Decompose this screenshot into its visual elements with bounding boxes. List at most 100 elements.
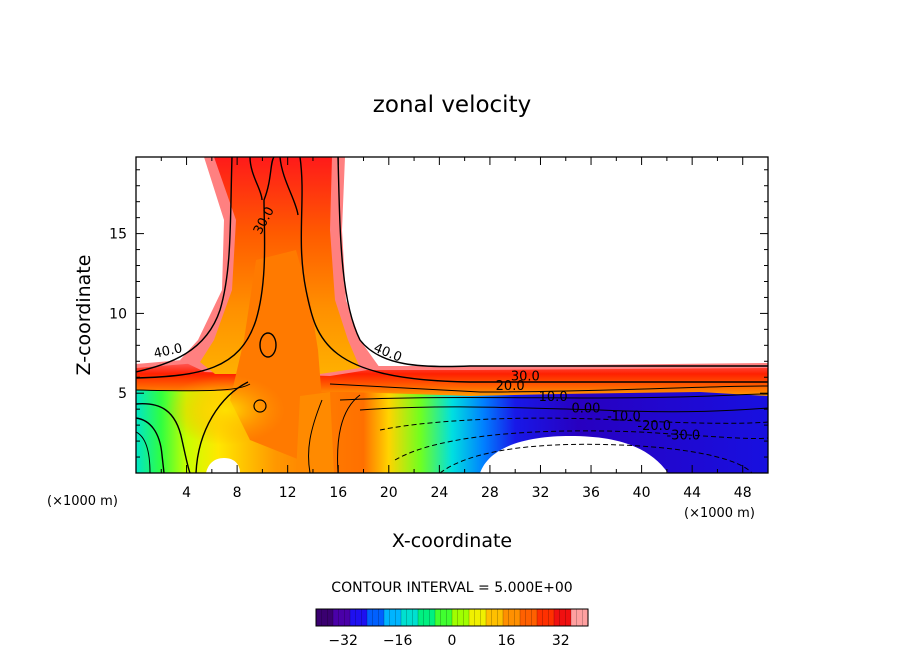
colorbar-swatch — [361, 609, 368, 626]
contour-line-10 — [339, 393, 768, 401]
central-stem — [296, 392, 334, 473]
colorbar — [315, 608, 589, 627]
x-axis-units: (×1000 m) — [684, 506, 755, 521]
colorbar-tick-label: 16 — [497, 633, 515, 649]
y-tick-label: 10 — [109, 306, 127, 322]
contour-label: -20.0 — [637, 419, 671, 434]
x-tick-label: 28 — [481, 485, 499, 501]
contour-line-30-band — [136, 157, 275, 379]
colorbar-tick-label: −16 — [383, 633, 413, 649]
colorbar-swatch — [327, 609, 334, 626]
contour-line-neg20 — [394, 430, 768, 461]
colorbar-swatch — [440, 609, 447, 626]
colorbar-swatch — [333, 609, 340, 626]
colorbar-swatch — [395, 609, 402, 626]
colorbar-swatch — [452, 609, 459, 626]
contour-label: 30.0 — [511, 369, 540, 384]
x-tick-label: 16 — [329, 485, 347, 501]
colorbar-swatch — [503, 609, 510, 626]
contour-lines — [136, 157, 768, 473]
x-axis-ticks: 4 8 12 16 20 24 28 32 36 40 44 48 — [160, 157, 752, 501]
colorbar-swatch — [446, 609, 453, 626]
colorbar-swatch — [378, 609, 385, 626]
colorbar-tick-label: 32 — [552, 633, 570, 649]
colorbar-tick-label: 0 — [448, 633, 457, 649]
contour-line-20-band — [136, 383, 768, 393]
contour-label: -30.0 — [666, 428, 700, 443]
colorbar-swatch — [576, 609, 583, 626]
colorbar-swatch — [316, 609, 323, 626]
colorbar-swatch — [367, 609, 374, 626]
contour-line-column-outer — [249, 157, 299, 216]
contour-line-inner-stem — [308, 394, 361, 473]
contour-line-left-neg — [136, 431, 151, 473]
colorbar-swatch — [548, 609, 555, 626]
contour-line-left-10 — [136, 403, 191, 473]
colorbar-swatch — [429, 609, 436, 626]
colorbar-swatch — [491, 609, 498, 626]
contour-line-30-col — [299, 157, 768, 383]
colorbar-swatch — [406, 609, 413, 626]
contour-label: 0.00 — [572, 401, 601, 416]
colorbar-frame — [315, 608, 589, 627]
contour-label: 20.0 — [496, 379, 525, 394]
contour-loop-small — [253, 399, 267, 413]
contour-line-neg10 — [379, 417, 768, 431]
colorbar-swatch — [571, 609, 578, 626]
colorbar-swatch — [350, 609, 357, 626]
colorbar-swatch — [372, 609, 379, 626]
colorbar-swatch — [537, 609, 544, 626]
x-tick-label: 44 — [683, 485, 701, 501]
x-tick-label: 8 — [233, 485, 242, 501]
contour-line-left-0 — [136, 417, 165, 473]
x-tick-label: 4 — [182, 485, 191, 501]
colorbar-swatch — [435, 609, 442, 626]
x-tick-label: 48 — [734, 485, 752, 501]
x-tick-label: 12 — [279, 485, 297, 501]
colorbar-swatch — [389, 609, 396, 626]
x-tick-label: 36 — [582, 485, 600, 501]
yellow-pool — [165, 375, 285, 445]
colorbar-swatch — [531, 609, 538, 626]
y-tick-label: 5 — [118, 386, 127, 402]
contour-loop-eye — [259, 332, 277, 358]
colorbar-swatch — [418, 609, 425, 626]
colorbar-swatch — [582, 609, 589, 626]
colorbar-swatch — [401, 609, 408, 626]
contour-label: 40.0 — [371, 341, 403, 366]
colorbar-swatch — [412, 609, 419, 626]
plot-frame — [135, 156, 769, 474]
empty-gap — [206, 458, 240, 473]
colorbar-swatch — [423, 609, 430, 626]
contour-line-inner-left — [195, 381, 249, 473]
chart-title: zonal velocity — [373, 92, 531, 118]
colorbar-tick-label: −32 — [328, 633, 358, 649]
contour-label: 40.0 — [152, 341, 183, 362]
contour-line-40-right — [337, 157, 768, 368]
contour-label: 10.0 — [539, 390, 568, 405]
x-tick-label: 20 — [380, 485, 398, 501]
colorbar-swatch — [554, 609, 561, 626]
colorbar-swatch — [486, 609, 493, 626]
y-axis-units: (×1000 m) — [47, 494, 118, 509]
colorbar-swatch — [384, 609, 391, 626]
x-tick-label: 32 — [532, 485, 550, 501]
contour-label: -10.0 — [607, 409, 641, 424]
x-tick-label: 40 — [633, 485, 651, 501]
colorbar-swatch — [565, 609, 572, 626]
colorbar-swatch — [497, 609, 504, 626]
colorbar-swatch — [344, 609, 351, 626]
colorbar-swatch — [520, 609, 527, 626]
colorbar-swatch — [463, 609, 470, 626]
colorbar-swatch — [525, 609, 532, 626]
y-axis-label: Z-coordinate — [73, 255, 95, 376]
colorbar-swatch — [542, 609, 549, 626]
colorbar-swatch — [474, 609, 481, 626]
contour-line-40-left — [136, 157, 233, 373]
x-tick-label: 24 — [430, 485, 448, 501]
colorbar-swatch — [469, 609, 476, 626]
colorbar-swatch — [514, 609, 521, 626]
colorbar-swatch — [559, 609, 566, 626]
colorbar-swatch — [457, 609, 464, 626]
